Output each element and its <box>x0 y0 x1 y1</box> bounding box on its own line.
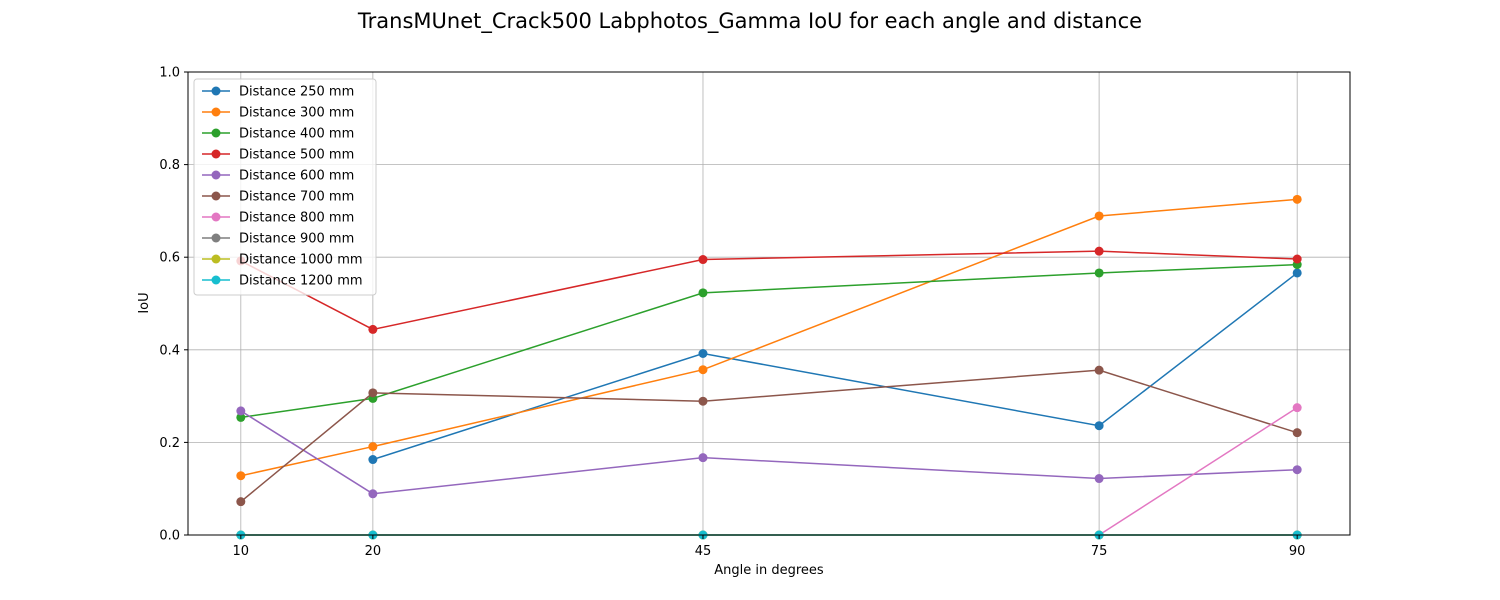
series-group <box>236 246 1302 334</box>
legend-item: Distance 500 mm <box>202 148 354 163</box>
x-tick-label: 75 <box>1091 544 1108 559</box>
legend-label: Distance 300 mm <box>239 106 354 121</box>
legend-item: Distance 700 mm <box>202 190 354 205</box>
y-tick-label: 1.0 <box>159 66 180 81</box>
legend-label: Distance 600 mm <box>239 169 354 184</box>
legend-item: Distance 300 mm <box>202 106 354 121</box>
chart-title: TransMUnet_Crack500 Labphotos_Gamma IoU … <box>357 9 1142 34</box>
data-point <box>698 453 708 463</box>
legend-label: Distance 500 mm <box>239 148 354 163</box>
data-point <box>236 406 246 416</box>
x-tick-label: 45 <box>695 544 712 559</box>
legend: Distance 250 mm Distance 300 mm Distance 4… <box>193 78 377 296</box>
data-point <box>698 365 708 375</box>
legend-label: Distance 400 mm <box>239 127 354 142</box>
legend-marker <box>211 149 221 159</box>
legend-frame <box>193 78 377 296</box>
data-point <box>1094 268 1104 278</box>
x-axis: 10 20 45 75 90 <box>233 535 1306 559</box>
legend-item: Distance 800 mm <box>202 211 354 226</box>
data-point <box>1094 211 1104 221</box>
legend-item: Distance 1200 mm <box>202 274 363 289</box>
series-line <box>240 410 1298 495</box>
series-group <box>236 260 1302 422</box>
series-layer <box>236 194 1302 540</box>
data-point <box>1292 254 1302 264</box>
data-point <box>236 471 246 481</box>
legend-marker <box>211 107 221 117</box>
data-point <box>1094 365 1104 375</box>
legend-marker <box>211 128 221 138</box>
data-point <box>236 412 246 422</box>
y-tick-label: 0.8 <box>159 158 180 173</box>
data-point <box>1292 403 1302 413</box>
legend-marker <box>211 254 221 264</box>
legend-marker <box>211 233 221 243</box>
data-point <box>1094 421 1104 431</box>
y-tick-label: 0.6 <box>159 251 180 266</box>
series-line <box>240 198 1298 477</box>
legend-label: Distance 900 mm <box>239 232 354 247</box>
data-point <box>698 255 708 265</box>
data-point <box>698 349 708 359</box>
plot-frame <box>187 71 1351 536</box>
data-point <box>698 288 708 298</box>
legend-item: Distance 600 mm <box>202 169 354 184</box>
data-point <box>1292 194 1302 204</box>
legend-label: Distance 700 mm <box>239 190 354 205</box>
legend-marker <box>211 212 221 222</box>
x-tick-label: 20 <box>365 544 382 559</box>
legend-item: Distance 250 mm <box>202 85 354 100</box>
data-point <box>1292 268 1302 278</box>
series-group <box>236 194 1302 481</box>
data-point <box>368 442 378 452</box>
legend-marker <box>211 191 221 201</box>
legend-marker <box>211 275 221 285</box>
series-group <box>236 365 1302 507</box>
y-axis-label: IoU <box>137 292 152 313</box>
data-point <box>236 497 246 507</box>
data-point <box>368 455 378 465</box>
y-tick-label: 0.4 <box>159 343 180 358</box>
series-group <box>236 406 1302 499</box>
legend-label: Distance 1200 mm <box>239 274 363 289</box>
data-point <box>1094 474 1104 484</box>
x-tick-label: 10 <box>233 544 250 559</box>
legend-label: Distance 800 mm <box>239 211 354 226</box>
y-axis: 0.0 0.2 0.4 0.6 0.8 1.0 <box>159 66 188 544</box>
x-tick-label: 90 <box>1289 544 1306 559</box>
legend-marker <box>211 170 221 180</box>
data-point <box>1292 465 1302 475</box>
series-line <box>240 250 1298 331</box>
legend-item: Distance 1000 mm <box>202 253 363 268</box>
data-point <box>368 489 378 499</box>
series-group <box>368 268 1302 465</box>
legend-item: Distance 900 mm <box>202 232 354 247</box>
data-point <box>368 388 378 398</box>
x-axis-label: Angle in degrees <box>714 563 824 578</box>
series-line <box>1098 407 1298 536</box>
y-tick-label: 0.2 <box>159 436 180 451</box>
legend-label: Distance 250 mm <box>239 85 354 100</box>
data-point <box>1094 246 1104 256</box>
series-line <box>372 272 1298 461</box>
y-tick-label: 0.0 <box>159 529 180 544</box>
data-point <box>698 396 708 406</box>
data-point <box>1292 428 1302 438</box>
data-point <box>368 324 378 334</box>
legend-label: Distance 1000 mm <box>239 253 363 268</box>
legend-marker <box>211 86 221 96</box>
legend-item: Distance 400 mm <box>202 127 354 142</box>
